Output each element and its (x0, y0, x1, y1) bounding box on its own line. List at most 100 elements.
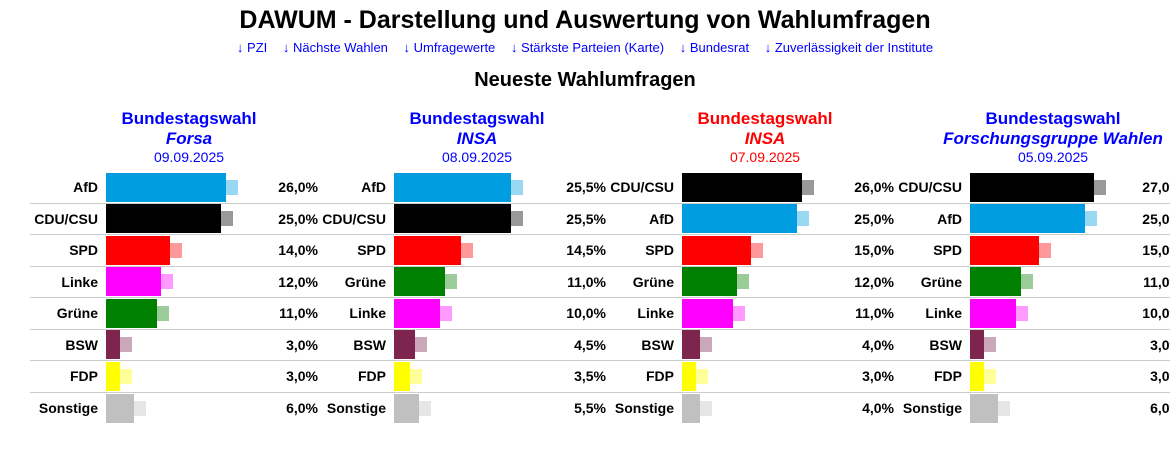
party-name: SPD (645, 242, 674, 259)
party-name: Grüne (920, 273, 962, 290)
poll-card[interactable]: Bundestagswahl Forsa 09.09.2025 AfD 26,0… (30, 109, 318, 424)
party-value: 25,0% (854, 210, 894, 227)
change-marker (209, 211, 233, 227)
party-bar (970, 330, 984, 360)
poll-card[interactable]: Bundestagswahl INSA 07.09.2025 CDU/CSU 2… (606, 109, 894, 424)
poll-header[interactable]: Bundestagswahl INSA 07.09.2025 (606, 109, 894, 167)
party-row: AfD 25,5% (318, 172, 606, 204)
party-bar (970, 235, 1039, 265)
party-row: Linke 12,0% (30, 267, 318, 298)
party-name: AfD (649, 210, 674, 227)
party-value: 3,0% (286, 368, 318, 385)
party-row: FDP 3,0% (30, 361, 318, 393)
party-bar (970, 393, 998, 423)
party-bar (394, 204, 512, 234)
nav-bundesrat[interactable]: ↓ Bundesrat (679, 40, 750, 55)
party-value: 10,0% (1142, 305, 1170, 322)
party-name: FDP (358, 368, 386, 385)
party-value: 25,5% (566, 179, 606, 196)
change-marker (213, 179, 238, 195)
change-marker (1082, 179, 1107, 195)
party-name: Linke (925, 305, 962, 322)
change-marker (398, 368, 423, 384)
party-value: 10,0% (566, 305, 606, 322)
poll-header[interactable]: Bundestagswahl INSA 08.09.2025 (318, 109, 606, 167)
party-name: CDU/CSU (322, 210, 386, 227)
party-value: 25,0% (1142, 210, 1170, 227)
party-value: 14,5% (566, 242, 606, 259)
change-marker (1027, 242, 1051, 258)
party-row: BSW 4,5% (318, 330, 606, 361)
nav-naechste-wahlen[interactable]: ↓ Nächste Wahlen (282, 40, 388, 55)
change-marker (107, 368, 132, 384)
party-row: SPD 15,0% (894, 235, 1170, 267)
institute-name: Forschungsgruppe Wahlen (943, 129, 1163, 148)
change-marker (428, 305, 452, 321)
party-bar (106, 361, 120, 391)
change-marker (402, 337, 427, 353)
party-value: 15,0% (854, 242, 894, 259)
party-name: Linke (61, 273, 98, 290)
nav-zuverlaessigkeit[interactable]: ↓ Zuverlässigkeit der Institute (764, 40, 934, 55)
party-value: 11,0% (279, 305, 318, 322)
change-marker (739, 242, 763, 258)
nav-staerkste-parteien[interactable]: ↓ Stärkste Parteien (Karte) (510, 40, 665, 55)
party-bar (682, 298, 733, 328)
party-row: CDU/CSU 25,5% (318, 204, 606, 235)
party-row: AfD 25,0% (606, 204, 894, 235)
change-marker (971, 337, 996, 353)
party-bar (106, 298, 157, 328)
poll-card[interactable]: Bundestagswahl Forschungsgruppe Wahlen 0… (894, 109, 1170, 424)
poll-header[interactable]: Bundestagswahl Forsa 09.09.2025 (30, 109, 318, 167)
change-marker (985, 400, 1010, 416)
party-name: SPD (933, 242, 962, 259)
party-row: FDP 3,0% (894, 361, 1170, 393)
party-value: 12,0% (854, 273, 894, 290)
party-name: BSW (353, 336, 386, 353)
poll-date: 07.09.2025 (729, 149, 801, 165)
party-value: 26,0% (854, 179, 894, 196)
change-marker (499, 211, 524, 227)
party-value: 6,0% (286, 400, 318, 417)
institute-name: INSA (744, 129, 786, 148)
poll-card[interactable]: Bundestagswahl INSA 08.09.2025 AfD 25,5%… (318, 109, 606, 424)
election-name: Bundestagswahl (697, 109, 833, 128)
party-row: AfD 25,0% (894, 204, 1170, 235)
nav-pzi[interactable]: ↓ PZI (236, 40, 268, 55)
change-marker (688, 400, 713, 416)
party-name: Sonstige (326, 400, 386, 417)
party-value: 3,0% (1150, 336, 1170, 353)
party-row: CDU/CSU 25,0% (30, 204, 318, 235)
change-marker (407, 400, 432, 416)
poll-date: 09.09.2025 (153, 149, 225, 165)
change-marker (1008, 274, 1033, 290)
party-name: AfD (73, 179, 98, 196)
change-marker (971, 368, 996, 384)
party-name: BSW (641, 336, 674, 353)
party-row: SPD 14,0% (30, 235, 318, 267)
party-row: BSW 4,0% (606, 330, 894, 361)
poll-header[interactable]: Bundestagswahl Forschungsgruppe Wahlen 0… (894, 109, 1170, 167)
party-name: FDP (70, 368, 98, 385)
party-name: AfD (937, 210, 962, 227)
election-name: Bundestagswahl (409, 109, 545, 128)
poll-columns: Bundestagswahl Forsa 09.09.2025 AfD 26,0… (0, 109, 1170, 424)
section-title: Neueste Wahlumfragen (474, 69, 696, 91)
party-value: 3,0% (286, 336, 318, 353)
party-bar (394, 330, 415, 360)
party-value: 12,0% (278, 273, 318, 290)
change-marker (725, 274, 750, 290)
change-marker (158, 242, 183, 258)
party-bar (106, 235, 171, 265)
change-marker (499, 179, 524, 195)
party-value: 3,0% (1150, 368, 1170, 385)
change-marker (149, 274, 174, 290)
party-row: Grüne 12,0% (606, 267, 894, 298)
party-value: 4,5% (574, 336, 606, 353)
party-row: Linke 11,0% (606, 298, 894, 330)
institute-name: Forsa (165, 129, 213, 148)
party-row: FDP 3,5% (318, 361, 606, 393)
party-row: Sonstige 5,5% (318, 393, 606, 425)
party-name: Sonstige (38, 400, 98, 417)
nav-umfragewerte[interactable]: ↓ Umfragewerte (403, 40, 496, 55)
